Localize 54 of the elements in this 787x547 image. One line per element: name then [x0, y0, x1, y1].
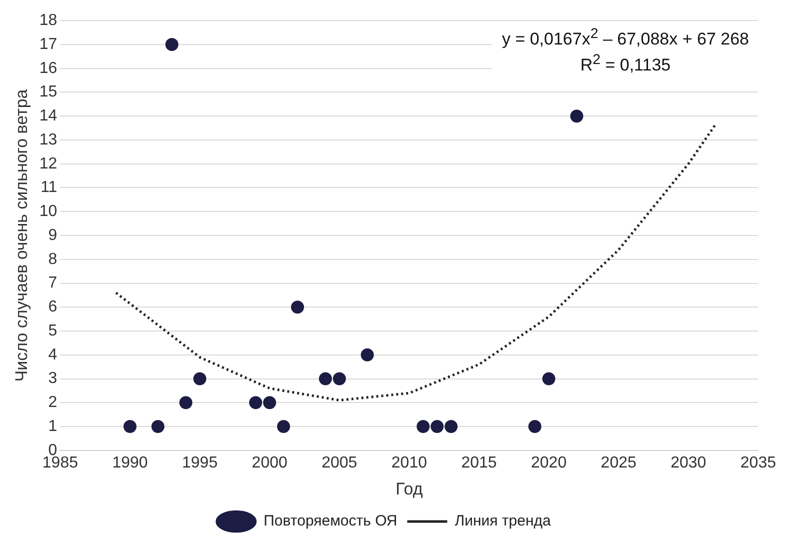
y-tick-label: 18	[39, 12, 58, 30]
point	[249, 396, 262, 410]
point	[277, 420, 290, 434]
point	[291, 300, 304, 314]
y-tick-label: 3	[48, 370, 58, 388]
x-tick-label: 2000	[252, 454, 288, 472]
point	[360, 348, 374, 362]
y-tick-label: 13	[39, 131, 58, 148]
annotation: R$^{2}$ = 0,1135	[579, 50, 672, 76]
y-tick-label: 5	[48, 322, 58, 340]
point	[528, 420, 542, 434]
legend-label: Линия тренда	[454, 512, 552, 530]
x-tick-label: 2020	[531, 454, 567, 472]
point	[332, 372, 346, 386]
x-tick-label: 2025	[600, 454, 636, 472]
point	[318, 372, 332, 386]
y-axis-title: Число случаев очень сильного ветра	[12, 88, 31, 382]
point	[430, 420, 444, 434]
point	[165, 38, 178, 51]
point	[542, 372, 556, 386]
x-axis-title: Год	[396, 479, 423, 498]
x-tick-label: 1985	[42, 454, 78, 472]
y-tick-label: 7	[48, 274, 58, 292]
y-tick-label: 4	[48, 346, 58, 364]
y-tick-label: 6	[48, 298, 58, 316]
x-tick-label: 2035	[740, 454, 776, 472]
x-tick-label: 2015	[461, 454, 497, 472]
annotation: y = 0,0167x$^{2}$ – 67,088x + 67 268	[502, 25, 749, 50]
y-tick-label: 1	[48, 418, 58, 435]
y-tick-label: 15	[39, 84, 58, 101]
legend-label: Повторяемость ОЯ	[264, 512, 398, 530]
y-tick-label: 9	[48, 226, 58, 244]
x-tick-label: 2005	[322, 454, 358, 472]
y-tick-label: 8	[48, 250, 58, 268]
y-tick-label: 14	[39, 108, 58, 125]
point	[570, 110, 584, 123]
y-tick-label: 10	[39, 203, 58, 220]
y-tick-label: 17	[39, 36, 58, 53]
y-tick-label: 12	[39, 155, 58, 172]
x-tick-label: 1995	[182, 454, 218, 472]
y-tick-label: 2	[48, 394, 58, 412]
point	[124, 420, 136, 434]
point	[444, 420, 458, 434]
point	[263, 396, 276, 410]
y-tick-label: 16	[39, 60, 58, 77]
point	[179, 396, 192, 410]
x-tick-label: 2030	[670, 454, 706, 472]
y-tick-label: 11	[40, 179, 58, 196]
point	[151, 420, 164, 434]
point	[193, 372, 206, 386]
x-tick-label: 1990	[112, 454, 148, 472]
x-tick-label: 2010	[391, 454, 428, 472]
point	[416, 420, 430, 434]
line-series	[114, 122, 718, 402]
